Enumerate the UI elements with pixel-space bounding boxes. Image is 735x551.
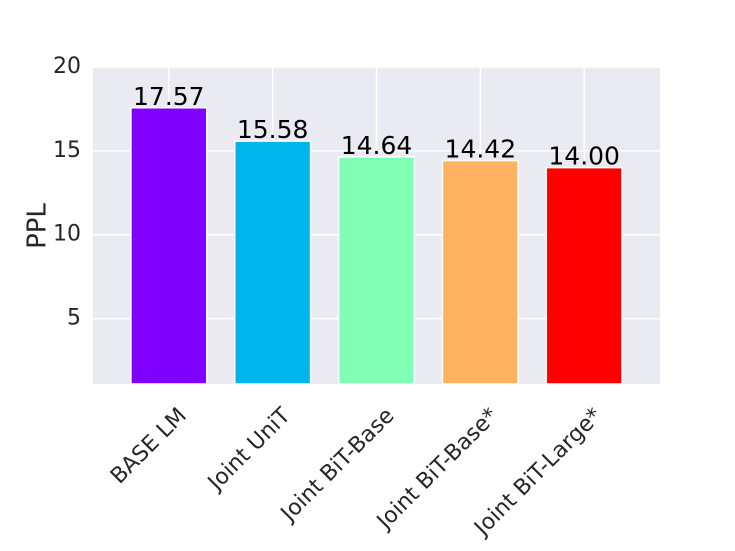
x-tick-label: Joint UniT [202, 403, 296, 497]
value-label: 15.58 [237, 115, 309, 144]
x-tick-label: BASE LM [106, 403, 192, 489]
bar [130, 107, 208, 385]
bar [545, 166, 623, 385]
value-label: 14.00 [548, 142, 620, 171]
y-axis-label: PPL [23, 203, 53, 249]
y-tick-label: 10 [53, 222, 81, 247]
bar [441, 159, 520, 385]
value-label: 17.57 [133, 82, 205, 111]
bar [337, 156, 416, 385]
bar [234, 140, 312, 385]
y-tick-label: 5 [67, 306, 81, 331]
value-label: 14.42 [445, 135, 517, 164]
value-label: 14.64 [341, 131, 413, 160]
y-tick-label: 15 [53, 138, 81, 163]
y-tick-label: 20 [53, 54, 81, 79]
